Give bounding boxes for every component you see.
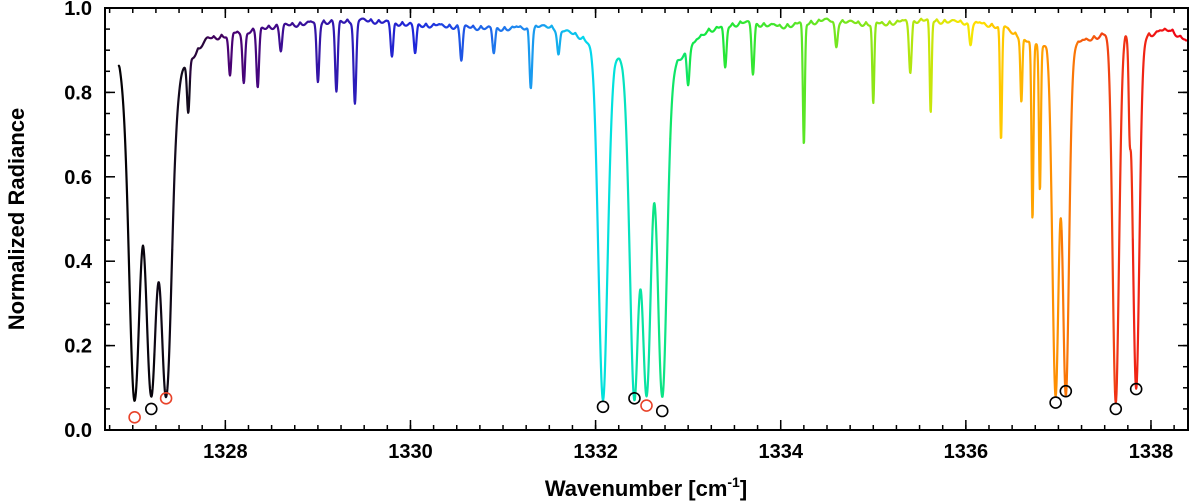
spectrum-segment bbox=[989, 22, 1010, 140]
spectrum-segment bbox=[331, 18, 352, 93]
spectrum-segment bbox=[598, 58, 619, 401]
spectrum-segment bbox=[1060, 40, 1081, 397]
spectrum-segment bbox=[455, 24, 476, 62]
spectrum-segment bbox=[349, 17, 369, 105]
spectrum-segment bbox=[1149, 27, 1170, 38]
spectrum-segment bbox=[953, 19, 974, 47]
spectrum-segment bbox=[420, 22, 441, 29]
spectrum-segment bbox=[864, 20, 885, 105]
spectrum-segment bbox=[918, 17, 939, 113]
y-axis-title: Normalized Radiance bbox=[4, 108, 29, 331]
spectrum-segment bbox=[117, 64, 138, 402]
spectrum-segment bbox=[437, 23, 458, 30]
x-tick-label: 1334 bbox=[758, 441, 803, 463]
minimum-marker bbox=[640, 399, 653, 412]
y-tick-label: 0.2 bbox=[64, 336, 92, 358]
spectrum-segment bbox=[366, 18, 387, 25]
spectrum-segment bbox=[135, 244, 156, 398]
spectrum-segment bbox=[847, 19, 868, 27]
spectrum-segment bbox=[509, 25, 530, 34]
spectrum-segment bbox=[544, 24, 565, 56]
y-tick-label: 0.0 bbox=[64, 420, 92, 442]
x-axis: 1328 1330 1332 1334 1336 1338 bbox=[108, 8, 1175, 463]
spectrum-segment bbox=[491, 25, 512, 55]
minimum-marker bbox=[1059, 384, 1073, 398]
minimum-marker bbox=[596, 400, 610, 414]
y-tick-label: 1.0 bbox=[64, 0, 92, 20]
x-tick-label: 1336 bbox=[944, 441, 989, 463]
minimum-marker bbox=[159, 392, 173, 405]
minimum-marker bbox=[144, 402, 158, 416]
minimum-marker bbox=[1049, 396, 1062, 409]
spectrum-segment bbox=[402, 21, 423, 55]
spectrum-segment bbox=[775, 22, 796, 30]
spectrum-segment bbox=[758, 22, 779, 28]
y-axis: 0.0 0.2 0.4 0.6 0.8 1.0 bbox=[64, 0, 1188, 442]
spectrum-segment bbox=[313, 19, 334, 84]
spectrum-segment bbox=[473, 24, 494, 44]
spectrum-line bbox=[117, 17, 1188, 404]
x-tick-label: 1338 bbox=[1129, 441, 1174, 463]
x-tick-label: 1330 bbox=[388, 441, 433, 463]
spectrum-segment bbox=[669, 52, 690, 140]
plot-frame bbox=[104, 7, 1189, 431]
spectrum-segment bbox=[811, 17, 832, 26]
spectrum-segment bbox=[740, 20, 761, 76]
spectrum-segment bbox=[153, 249, 174, 399]
minimum-marker bbox=[128, 411, 141, 424]
spectrum-segment bbox=[971, 20, 992, 31]
y-tick-label: 0.4 bbox=[64, 251, 93, 273]
spectrum-segment bbox=[1096, 32, 1117, 393]
spectrum-segment bbox=[1131, 32, 1152, 390]
spectrum-segment bbox=[615, 57, 636, 402]
x-axis-title: Wavenumber [cm-1] bbox=[545, 474, 747, 501]
spectrum-segment bbox=[1024, 40, 1045, 219]
spectrum-segment bbox=[580, 35, 601, 295]
spectrum-segment bbox=[793, 19, 814, 145]
spectrum-segment bbox=[188, 36, 209, 81]
minimum-marker bbox=[1129, 382, 1143, 396]
spectrum-segment bbox=[171, 66, 192, 251]
spectrum-segment bbox=[829, 19, 850, 49]
spectrum-segment bbox=[704, 25, 725, 48]
spectrum-segment bbox=[224, 30, 245, 82]
x-tick-label: 1328 bbox=[203, 441, 248, 463]
spectrum-segment bbox=[1167, 28, 1188, 42]
spectrum-segment bbox=[722, 20, 743, 69]
spectrum-segment bbox=[1113, 35, 1134, 404]
spectrum-segment bbox=[1078, 35, 1099, 43]
spectrum-segment bbox=[900, 18, 921, 75]
spectrum-segment bbox=[936, 18, 956, 25]
spectrum-segment bbox=[1007, 27, 1028, 103]
minimum-marker bbox=[1109, 402, 1123, 416]
y-tick-label: 0.6 bbox=[64, 167, 92, 189]
x-tick-label: 1332 bbox=[573, 441, 618, 463]
spectrum-segment bbox=[384, 19, 405, 58]
spectrum-segment bbox=[526, 24, 547, 90]
spectrum-segment bbox=[242, 27, 263, 89]
minimum-marker bbox=[628, 392, 641, 405]
spectrum-segment bbox=[206, 33, 227, 41]
spectrum-segment bbox=[1042, 45, 1063, 398]
minimum-marker bbox=[655, 404, 669, 418]
line-minimum-markers bbox=[128, 382, 1143, 424]
spectrum-segment bbox=[260, 23, 281, 37]
spectrum-segment bbox=[882, 19, 903, 27]
spectrum-segment bbox=[686, 32, 707, 87]
spectrum-segment bbox=[633, 228, 654, 401]
spectrum-segment bbox=[562, 29, 583, 41]
spectrum-segment bbox=[277, 21, 298, 53]
spectrum-segment bbox=[295, 20, 316, 28]
y-tick-label: 0.8 bbox=[64, 82, 92, 104]
spectrum-segment bbox=[651, 137, 672, 398]
